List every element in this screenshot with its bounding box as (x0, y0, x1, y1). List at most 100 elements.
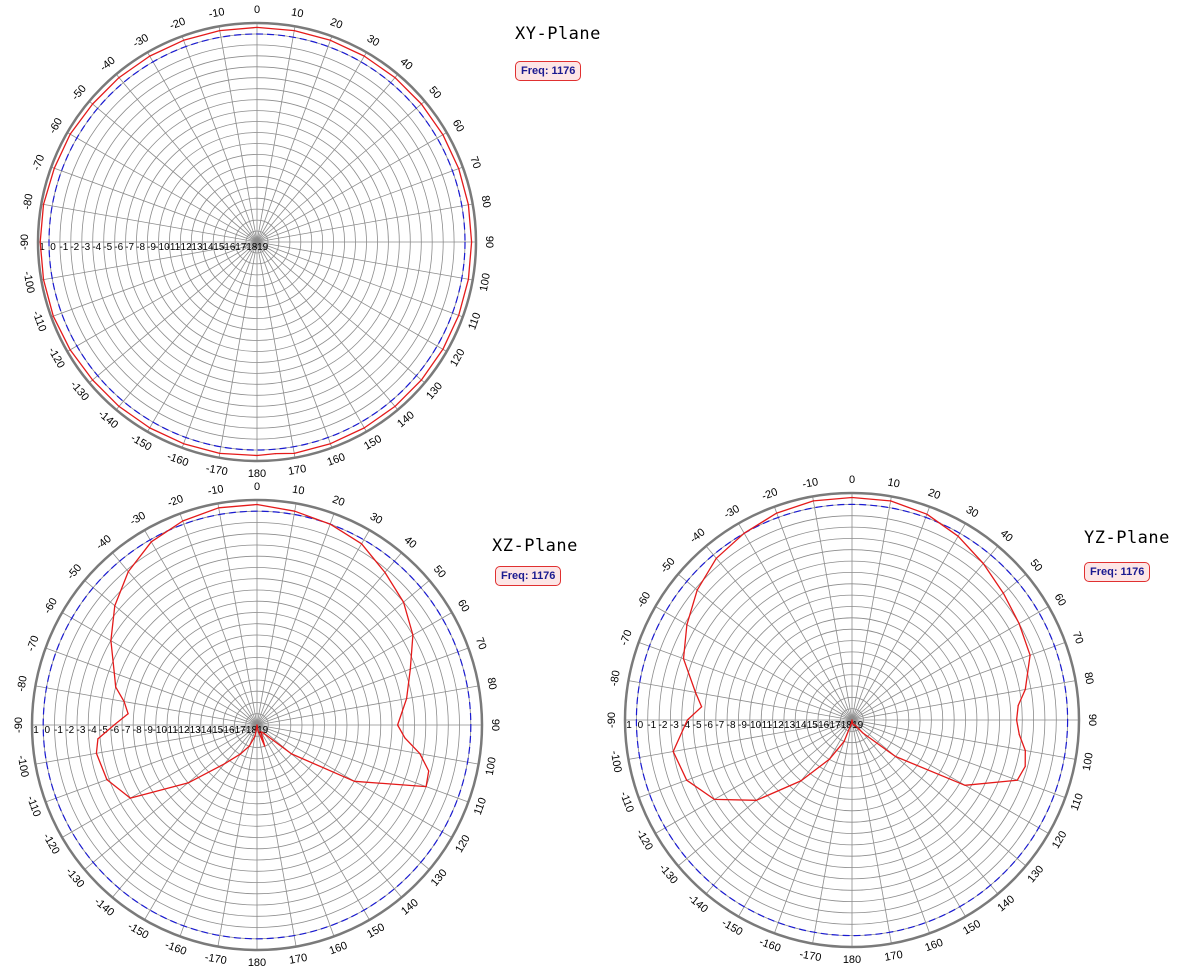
xz-pattern-point (110, 640, 112, 642)
yz-pattern-point (1017, 704, 1019, 707)
xy-angle-tick-label: -100 (21, 270, 37, 294)
yz-grid-spoke (851, 719, 930, 934)
xz-grid-spoke (112, 552, 258, 726)
xz-pattern-point (239, 753, 241, 755)
xy-grid-spoke (256, 166, 463, 243)
yz-radial-scale-label: -9 (738, 720, 747, 731)
xz-radial-scale-label: -19 (254, 725, 269, 736)
yz-angle-tick-label: 150 (961, 918, 983, 938)
xz-radial-scale-label: -13 (186, 725, 201, 736)
yz-pattern-point (812, 500, 815, 502)
yz-pattern-point (686, 624, 688, 626)
yz-grid-spoke (677, 573, 853, 721)
xy-plane-polar-plot: 0 102030405060708090100110120130140150160… (19, 4, 495, 480)
xy-grid-spoke (88, 100, 258, 243)
yz-angle-tick-label: 100 (1081, 752, 1096, 772)
xz-pattern-point (404, 737, 406, 739)
yz-pattern-point (1002, 592, 1004, 594)
xz-pattern-point (353, 780, 355, 782)
yz-grid-spoke (851, 506, 930, 721)
yz-grid-spoke (705, 719, 853, 895)
xy-radial-scale-label: -19 (254, 242, 269, 253)
xy-radial-scale-label: -2 (70, 242, 79, 253)
xy-grid-spoke (256, 241, 426, 384)
yz-angle-tick-label: -80 (608, 669, 623, 687)
yz-pattern-point (852, 722, 854, 725)
xy-pattern-point (69, 133, 71, 135)
yz-angle-tick-label: -70 (618, 628, 635, 647)
yz-grid-spoke (774, 506, 853, 721)
xz-outer-ring (30, 498, 484, 952)
yz-angle-tick-label: -150 (720, 917, 745, 938)
xz-pattern-point (406, 698, 408, 700)
xz-pattern-point (294, 510, 296, 512)
xz-pattern-point (263, 733, 265, 735)
xy-radial-scale-label: -6 (114, 242, 123, 253)
xy-radial-scale-label: -4 (92, 242, 101, 253)
xz-grid-spoke (256, 580, 430, 726)
xy-angle-tick-label: -70 (31, 153, 48, 172)
xy-angle-tick-label: 120 (448, 347, 468, 369)
yz-pattern-point (828, 758, 830, 760)
yz-angle-tick-label: 130 (1025, 863, 1046, 885)
xz-pattern-point (95, 752, 97, 754)
xz-angle-tick-label: -30 (128, 510, 148, 528)
xz-pattern-point (223, 763, 226, 765)
yz-radial-scale-label: -14 (792, 720, 807, 731)
xy-radial-scale-label: -18 (243, 242, 258, 253)
xy-reference-circle (48, 33, 466, 451)
xz-grid-spoke (217, 724, 258, 947)
xz-grid-spoke (256, 724, 335, 937)
yz-grid-spoke (738, 523, 853, 721)
xy-grid-spoke (256, 52, 367, 243)
xy-angle-tick-label: 80 (479, 195, 493, 209)
xy-angle-tick-label: 70 (467, 155, 482, 171)
yz-angle-tick-label: -10 (801, 476, 819, 491)
xz-grid-spoke (144, 724, 258, 921)
xy-pattern-point (52, 315, 54, 317)
xy-pattern-point (149, 55, 151, 57)
xy-pattern-point (394, 77, 396, 79)
xy-grid-spoke (256, 26, 296, 243)
xy-angle-tick-label: 130 (424, 380, 445, 402)
yz-grid-spoke (705, 545, 853, 721)
xz-radial-scale-label: -5 (99, 725, 108, 736)
xy-angle-tick-label: 110 (466, 311, 483, 332)
xy-angle-tick-label: 60 (450, 118, 467, 135)
xz-angle-tick-label: 80 (485, 677, 499, 691)
xz-angle-tick-label: 70 (473, 636, 488, 652)
xz-radial-scale-label: -11 (164, 725, 178, 736)
xy-angle-tick-label: -60 (47, 116, 65, 136)
yz-freq-badge: Freq: 1176 (1084, 562, 1151, 582)
yz-pattern-point (854, 724, 856, 726)
yz-radial-scale-label: 0 (638, 720, 644, 731)
yz-radial-scale-label: -7 (715, 720, 724, 731)
xy-grid-spoke (51, 166, 258, 243)
xz-angle-tick-label: -170 (204, 951, 228, 967)
xz-angle-tick-label: -40 (94, 533, 114, 552)
xz-pattern-point (182, 520, 184, 522)
xz-pattern-point (129, 797, 131, 799)
xy-pattern-point (363, 427, 365, 429)
yz-grid-spoke (738, 719, 853, 917)
xz-radial-scale-label: -6 (110, 725, 119, 736)
xy-grid-spoke (256, 241, 447, 352)
xy-pattern-point (442, 134, 444, 136)
xz-pattern-point (425, 786, 427, 788)
xz-pattern-point (264, 745, 266, 747)
xz-grid-spoke (256, 513, 335, 726)
xz-angle-tick-label: 120 (453, 833, 473, 855)
yz-angle-tick-label: 30 (964, 504, 981, 521)
yz-grid-spoke (638, 642, 853, 721)
xy-grid-spoke (256, 100, 426, 243)
xz-angle-tick-label: -70 (25, 634, 42, 653)
xy-angle-tick-label: 170 (287, 463, 307, 478)
xz-pattern-point (361, 543, 363, 545)
yz-angle-tick-label: -40 (688, 526, 708, 545)
xz-angle-tick-label: 60 (455, 598, 472, 615)
xy-pattern-point (118, 77, 120, 79)
xz-angle-tick-label: 180 (248, 957, 266, 968)
xy-grid-spoke (256, 241, 399, 411)
xz-angle-tick-label: 110 (472, 796, 489, 817)
xz-pattern-point (384, 571, 386, 574)
